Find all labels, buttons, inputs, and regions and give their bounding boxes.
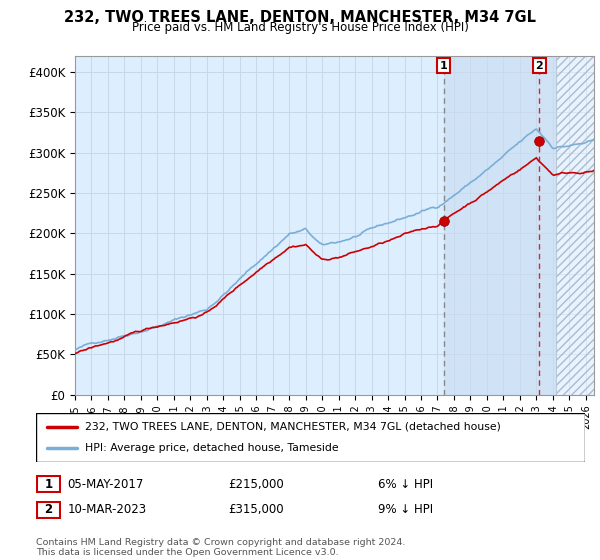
Text: 1: 1	[440, 60, 448, 71]
Bar	[443, 56, 556, 395]
Text: 232, TWO TREES LANE, DENTON, MANCHESTER, M34 7GL: 232, TWO TREES LANE, DENTON, MANCHESTER,…	[64, 10, 536, 25]
Text: 232, TWO TREES LANE, DENTON, MANCHESTER, M34 7GL (detached house): 232, TWO TREES LANE, DENTON, MANCHESTER,…	[85, 422, 501, 432]
Text: Contains HM Land Registry data © Crown copyright and database right 2024.
This d: Contains HM Land Registry data © Crown c…	[36, 538, 406, 557]
Text: 2: 2	[44, 503, 53, 516]
Text: £215,000: £215,000	[228, 478, 284, 491]
FancyBboxPatch shape	[37, 477, 60, 492]
Text: £315,000: £315,000	[228, 503, 284, 516]
Text: 2: 2	[536, 60, 544, 71]
Bar	[556, 56, 600, 395]
FancyBboxPatch shape	[36, 413, 585, 462]
Text: 9% ↓ HPI: 9% ↓ HPI	[378, 503, 433, 516]
Text: HPI: Average price, detached house, Tameside: HPI: Average price, detached house, Tame…	[85, 443, 339, 453]
Text: 05-MAY-2017: 05-MAY-2017	[67, 478, 143, 491]
Text: 6% ↓ HPI: 6% ↓ HPI	[378, 478, 433, 491]
Text: 1: 1	[44, 478, 53, 491]
Bar	[556, 56, 600, 395]
Text: Price paid vs. HM Land Registry's House Price Index (HPI): Price paid vs. HM Land Registry's House …	[131, 21, 469, 34]
Text: 10-MAR-2023: 10-MAR-2023	[67, 503, 146, 516]
Bar	[556, 56, 600, 395]
FancyBboxPatch shape	[37, 502, 60, 517]
